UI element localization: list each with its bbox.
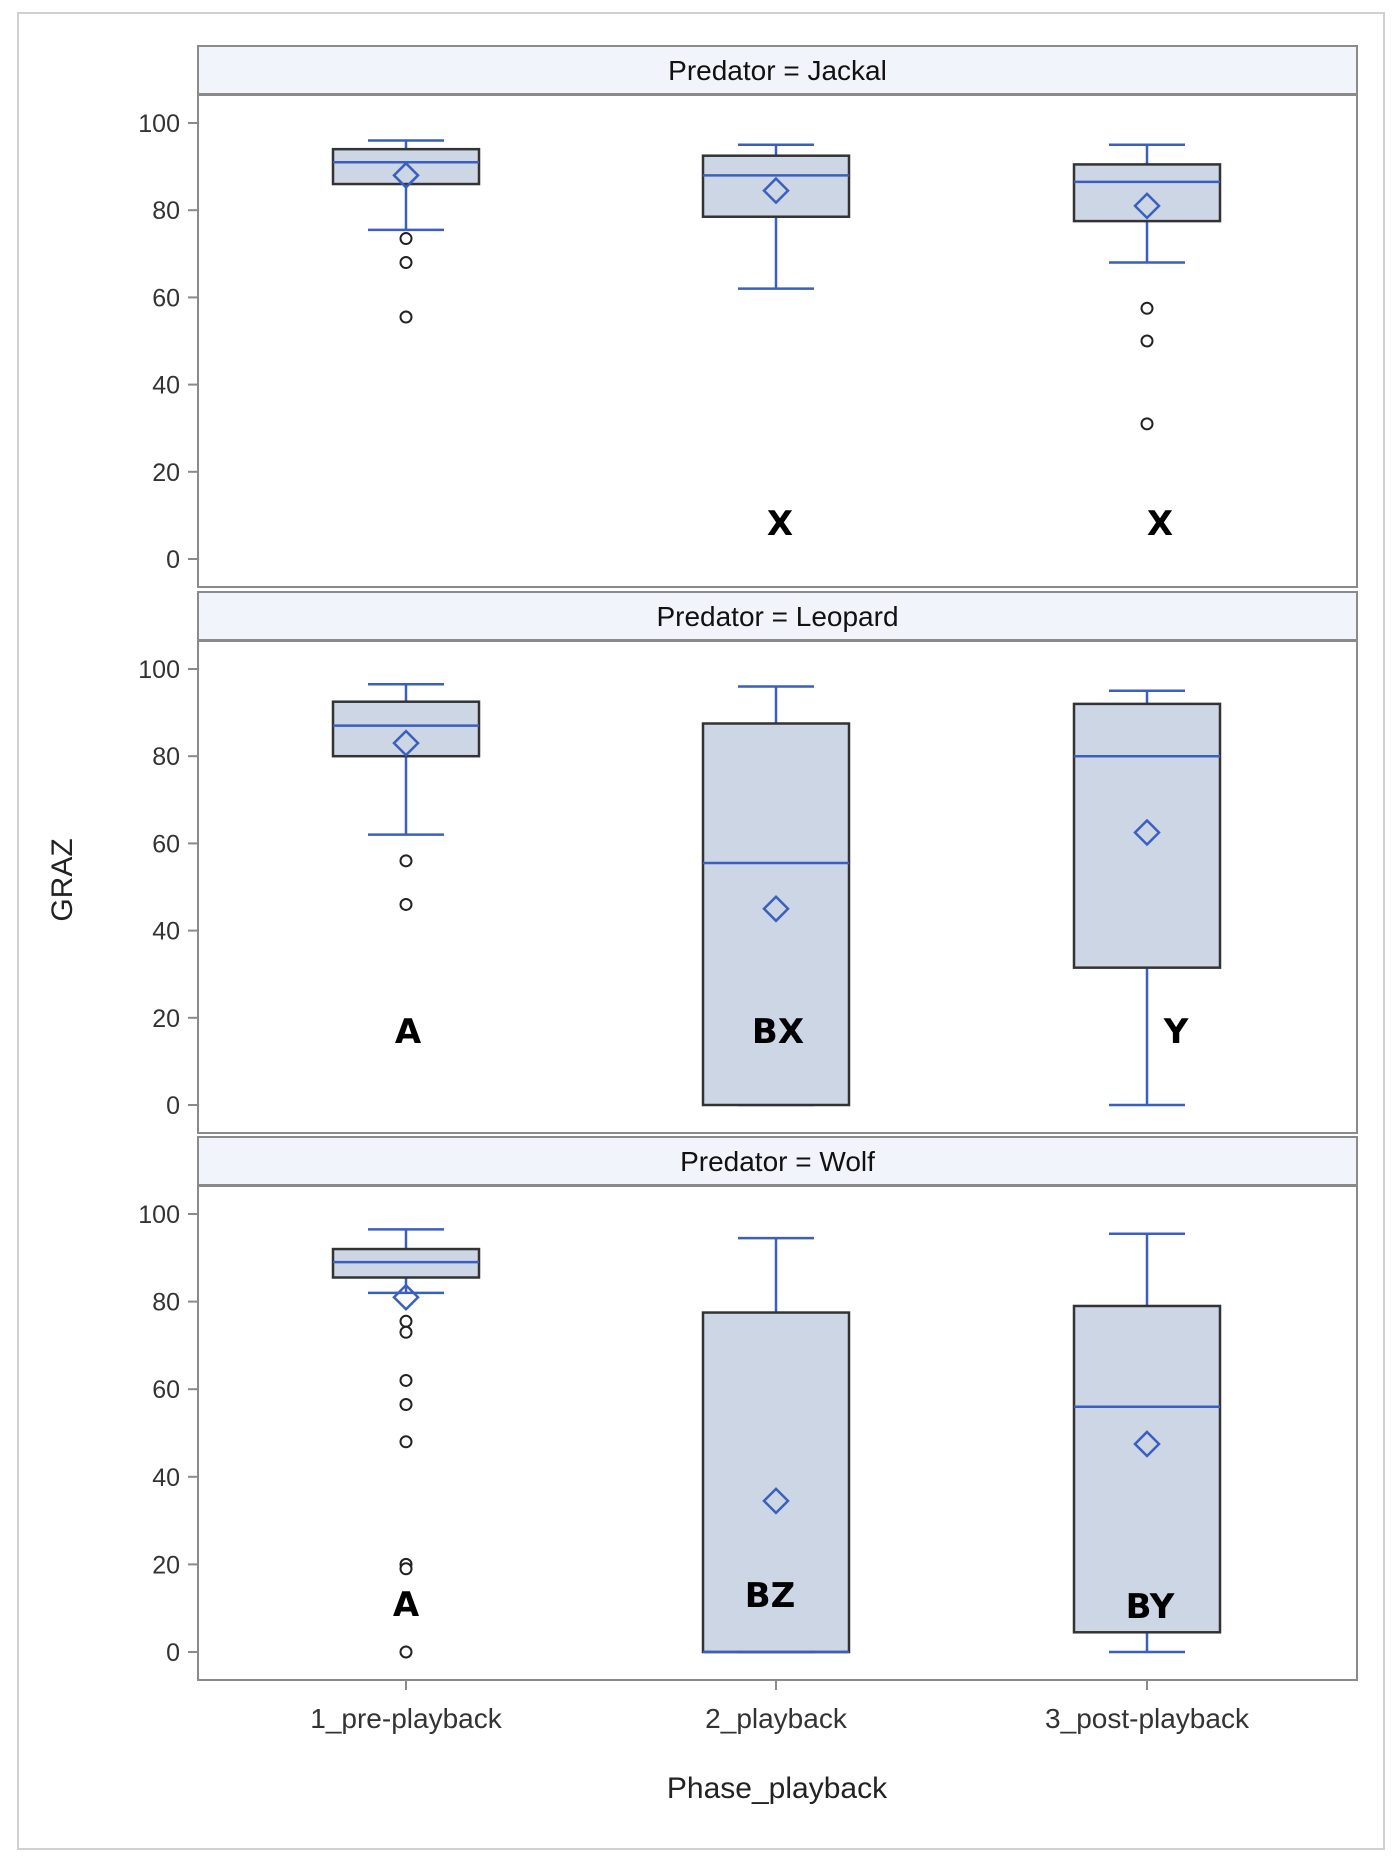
mean-marker <box>392 729 420 757</box>
y-tick-label: 0 <box>166 1092 180 1120</box>
x-tick-label: 1_pre-playback <box>310 1703 502 1734</box>
box-1_pre-playback <box>331 1228 481 1659</box>
y-tick-label: 40 <box>152 918 180 946</box>
y-tick-label: 40 <box>152 372 180 400</box>
box-3_post-playback <box>1072 689 1222 1107</box>
outlier-point <box>1140 334 1154 348</box>
x-axis-title: Phase_playback <box>667 1772 888 1805</box>
y-tick-label: 100 <box>138 1201 180 1229</box>
outlier-point <box>399 1325 413 1339</box>
x-tick-label: 2_playback <box>705 1703 848 1734</box>
y-tick-label: 60 <box>152 284 180 312</box>
iqr-box <box>1072 1304 1222 1634</box>
outlier-point <box>399 1562 413 1576</box>
outlier-point <box>399 232 413 246</box>
panel-strip <box>197 591 1358 641</box>
outlier-point <box>399 1314 413 1328</box>
panel-strip-label: Predator = Jackal <box>668 55 887 86</box>
mean-marker <box>1133 1430 1161 1458</box>
mean-marker <box>1133 192 1161 220</box>
significance-letters: A <box>393 1585 420 1625</box>
iqr-box <box>1072 702 1222 969</box>
panel-strip <box>197 45 1358 95</box>
mean-marker <box>1133 818 1161 847</box>
mean-marker <box>762 1487 790 1515</box>
y-tick-label: 0 <box>166 546 180 574</box>
y-tick-label: 20 <box>152 1551 180 1579</box>
outlier-point <box>399 1398 413 1412</box>
y-tick-label: 60 <box>152 1376 180 1404</box>
outlier-point <box>399 1435 413 1449</box>
box-3_post-playback <box>1072 143 1222 431</box>
box-1_pre-playback <box>331 683 481 911</box>
y-tick-label: 0 <box>166 1639 180 1667</box>
significance-letters: X <box>767 504 793 544</box>
y-tick-label: 100 <box>138 110 180 138</box>
box-1_pre-playback <box>331 139 481 324</box>
panel-strip-label: Predator = Leopard <box>656 601 898 632</box>
y-tick-label: 60 <box>152 830 180 858</box>
mean-marker <box>392 1283 420 1311</box>
y-tick-label: 100 <box>138 656 180 684</box>
significance-letters: BX <box>752 1012 804 1052</box>
outlier-point <box>399 1373 413 1387</box>
y-tick-label: 80 <box>152 743 180 771</box>
significance-letters: BY <box>1126 1587 1175 1627</box>
outlier-point <box>399 310 413 324</box>
outlier-point <box>399 854 413 868</box>
panel-strip-label: Predator = Wolf <box>680 1146 875 1177</box>
significance-letters: BZ <box>745 1576 796 1616</box>
box-2_playback <box>701 1236 851 1654</box>
significance-letters: A <box>395 1012 422 1052</box>
panel-wolf: Predator = Wolf 0 20 40 60 80 100 <box>138 1136 1358 1681</box>
significance-letters: Y <box>1163 1012 1189 1052</box>
mean-marker <box>762 895 790 923</box>
iqr-box <box>331 147 481 186</box>
outlier-point <box>399 897 413 911</box>
iqr-box <box>701 154 851 218</box>
mean-marker <box>762 176 790 205</box>
panel-leopard: Predator = Leopard 0 20 40 60 80 100 <box>138 591 1358 1134</box>
box-3_post-playback <box>1072 1232 1222 1654</box>
y-axis-title: GRAZ <box>46 838 79 921</box>
outlier-point <box>1140 417 1154 431</box>
outlier-point <box>1140 301 1154 315</box>
y-tick-label: 40 <box>152 1464 180 1492</box>
iqr-box <box>701 722 851 1107</box>
significance-letters: X <box>1147 504 1173 544</box>
outlier-point <box>399 256 413 270</box>
y-tick-label: 80 <box>152 197 180 225</box>
y-tick-label: 20 <box>152 1005 180 1033</box>
panel-jackal: Predator = Jackal 0 20 40 60 80 100 <box>138 45 1358 588</box>
x-tick-label: 3_post-playback <box>1045 1703 1250 1734</box>
box-2_playback <box>701 685 851 1107</box>
y-tick-label: 80 <box>152 1289 180 1317</box>
mean-marker <box>392 161 420 190</box>
iqr-box <box>701 1311 851 1654</box>
iqr-box <box>331 700 481 758</box>
outlier-point <box>399 1645 413 1659</box>
box-2_playback <box>701 143 851 290</box>
y-tick-label: 20 <box>152 459 180 487</box>
